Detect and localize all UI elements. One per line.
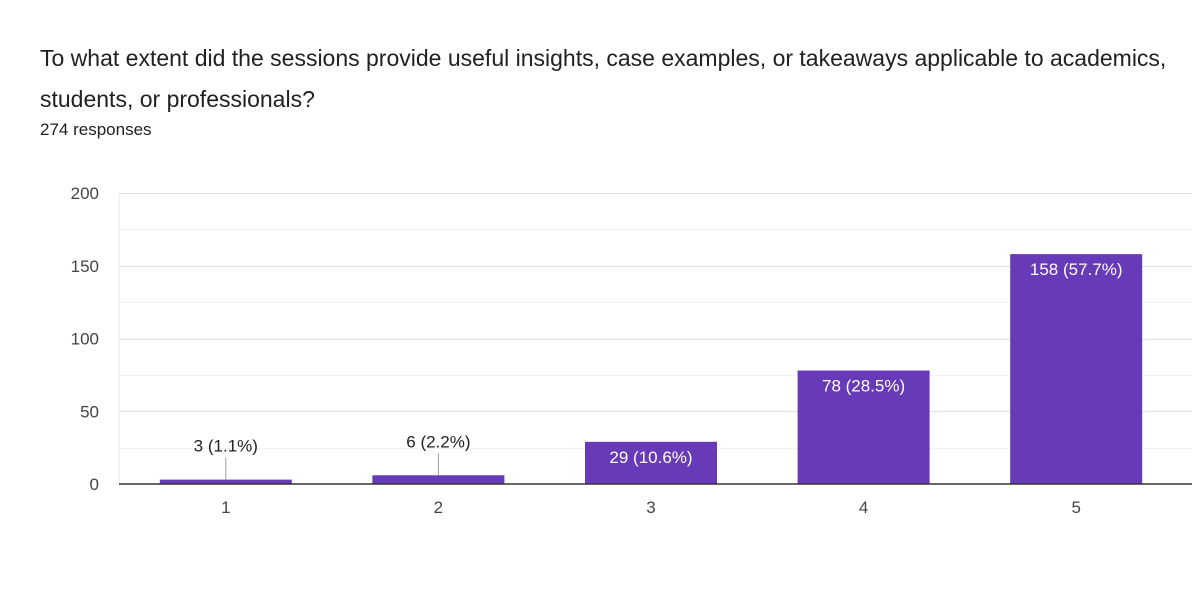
x-tick-label: 4 bbox=[859, 498, 868, 517]
x-tick-label: 3 bbox=[646, 498, 655, 517]
data-label: 78 (28.5%) bbox=[822, 377, 905, 396]
data-label: 3 (1.1%) bbox=[194, 437, 258, 456]
y-tick-label: 0 bbox=[90, 475, 99, 494]
x-tick-label: 2 bbox=[434, 498, 443, 517]
bar-4 bbox=[797, 370, 930, 484]
y-tick-label: 100 bbox=[71, 330, 99, 349]
question-title: To what extent did the sessions provide … bbox=[40, 45, 1167, 112]
bar-2 bbox=[372, 475, 505, 484]
response-count: 274 responses bbox=[40, 120, 152, 139]
data-label: 158 (57.7%) bbox=[1030, 260, 1123, 279]
bar-5 bbox=[1010, 254, 1143, 484]
data-label: 29 (10.6%) bbox=[609, 448, 692, 467]
data-label: 6 (2.2%) bbox=[406, 432, 470, 451]
x-tick-label: 1 bbox=[221, 498, 230, 517]
y-tick-label: 150 bbox=[71, 257, 99, 276]
x-tick-label: 5 bbox=[1071, 498, 1080, 517]
bar-3 bbox=[585, 441, 717, 484]
y-tick-label: 50 bbox=[80, 402, 99, 421]
bar-1 bbox=[159, 479, 292, 484]
y-tick-label: 200 bbox=[71, 184, 99, 203]
